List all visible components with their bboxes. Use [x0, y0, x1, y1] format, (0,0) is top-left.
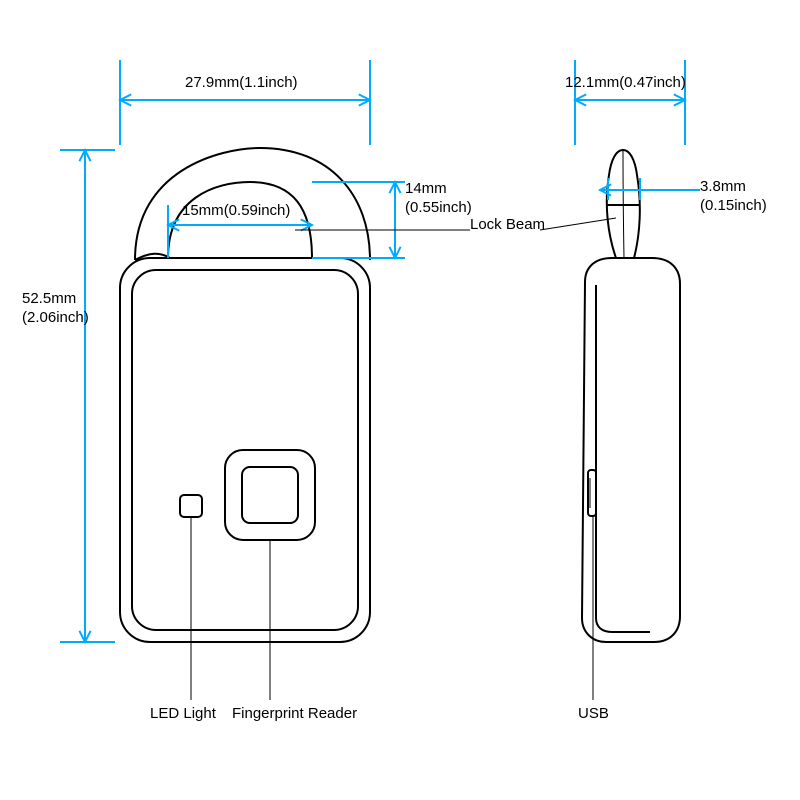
dim-beam-thickness: 3.8mm (0.15inch) [700, 178, 767, 216]
callout-fingerprint: Fingerprint Reader [232, 705, 357, 724]
technical-drawing [0, 0, 800, 800]
dim-height: 52.5mm (2.06inch) [22, 290, 89, 328]
callout-usb: USB [578, 705, 609, 724]
callout-led: LED Light [150, 705, 216, 724]
side-view [582, 150, 680, 642]
front-view [120, 148, 370, 642]
dim-top-side: 12.1mm(0.47inch) [565, 74, 686, 93]
dim-gap-height: 14mm (0.55inch) [405, 180, 472, 218]
dim-top-front: 27.9mm(1.1inch) [185, 74, 298, 93]
dim-gap-width: 15mm(0.59inch) [182, 202, 290, 221]
callout-lock-beam: Lock Beam [470, 216, 545, 235]
